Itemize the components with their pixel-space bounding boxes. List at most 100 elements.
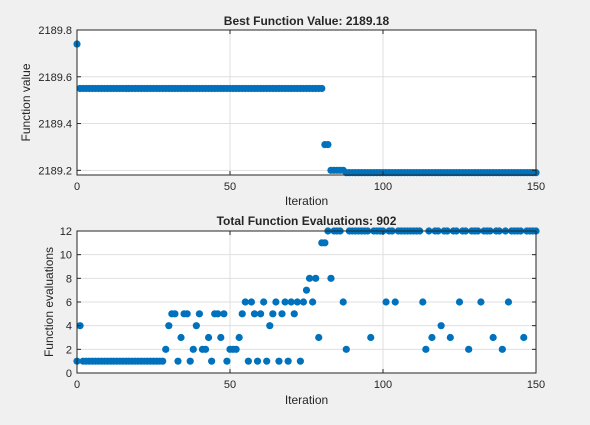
data-point bbox=[204, 333, 213, 342]
data-point bbox=[305, 274, 314, 282]
y-tick-label: 12 bbox=[60, 226, 72, 238]
data-point bbox=[419, 298, 427, 306]
data-point bbox=[446, 333, 454, 342]
x-tick-label: 150 bbox=[527, 379, 545, 391]
data-point bbox=[465, 345, 473, 353]
data-point bbox=[281, 298, 289, 306]
data-point bbox=[324, 140, 332, 149]
data-point bbox=[250, 310, 259, 318]
data-point bbox=[293, 298, 301, 306]
x-tick-label: 0 bbox=[74, 181, 80, 193]
y-tick-label: 6 bbox=[66, 297, 72, 309]
data-point bbox=[201, 345, 210, 353]
data-point bbox=[162, 345, 170, 353]
data-point bbox=[315, 333, 323, 342]
data-point bbox=[318, 84, 326, 93]
x-tick-label: 100 bbox=[374, 181, 392, 193]
data-point bbox=[520, 333, 528, 342]
axes-total-function-evaluations: 0 50 100 150 0 2 4 6 8 10 12 Total Function Evalua… bbox=[42, 214, 545, 407]
data-point bbox=[321, 239, 329, 247]
data-point bbox=[192, 322, 200, 330]
data-point bbox=[489, 333, 497, 342]
data-point bbox=[284, 357, 292, 365]
data-point bbox=[278, 310, 286, 318]
y-tick-label: 2189.8 bbox=[38, 25, 72, 37]
x-tick-label: 100 bbox=[374, 379, 392, 391]
data-point bbox=[312, 274, 320, 282]
y-axis-label: Function value bbox=[19, 63, 33, 141]
data-point bbox=[186, 357, 194, 365]
data-point bbox=[177, 333, 185, 342]
data-point bbox=[257, 310, 265, 318]
x-tick-label: 150 bbox=[527, 181, 545, 193]
data-point bbox=[214, 310, 222, 318]
data-point bbox=[244, 357, 252, 365]
data-point bbox=[275, 357, 283, 365]
axes-background bbox=[77, 30, 536, 175]
data-point bbox=[195, 310, 203, 318]
data-point bbox=[232, 345, 240, 353]
data-point bbox=[247, 298, 256, 306]
data-point bbox=[382, 298, 390, 306]
data-point bbox=[253, 357, 262, 365]
data-point bbox=[422, 345, 430, 353]
data-point bbox=[339, 298, 347, 306]
data-point bbox=[266, 322, 274, 330]
data-point bbox=[367, 333, 375, 342]
data-point bbox=[391, 298, 399, 306]
chart-title: Best Function Value: 2189.18 bbox=[224, 14, 390, 28]
data-point bbox=[269, 310, 277, 318]
data-point bbox=[477, 298, 485, 306]
y-tick-label: 4 bbox=[66, 321, 72, 333]
data-point bbox=[272, 298, 280, 306]
data-point bbox=[189, 345, 197, 353]
y-tick-label: 2 bbox=[66, 344, 72, 356]
data-point bbox=[241, 298, 249, 306]
data-point bbox=[327, 274, 335, 282]
data-point bbox=[342, 345, 350, 353]
axes-best-function-value: 0 50 100 150 2189.2 2189.4 2189.6 2189.8 Best F… bbox=[19, 14, 545, 208]
data-point bbox=[299, 298, 308, 306]
data-point bbox=[455, 298, 464, 306]
axes-frame: 0 50 100 150 2189.2 2189.4 2189.6 2189.8 bbox=[38, 25, 545, 193]
chart-title: Total Function Evaluations: 902 bbox=[217, 214, 397, 228]
data-point bbox=[287, 298, 295, 306]
data-point bbox=[171, 310, 179, 318]
data-point bbox=[235, 333, 243, 342]
data-point bbox=[296, 357, 304, 365]
y-tick-label: 2189.2 bbox=[38, 165, 72, 177]
axes-box bbox=[76, 29, 537, 176]
markers bbox=[73, 40, 540, 177]
data-point bbox=[437, 322, 445, 330]
data-point bbox=[504, 298, 513, 306]
data-point bbox=[183, 310, 191, 318]
y-tick-label: 10 bbox=[60, 250, 72, 262]
x-tick-label: 0 bbox=[74, 379, 80, 391]
x-tick-label: 50 bbox=[224, 181, 236, 193]
y-tick-label: 2189.6 bbox=[38, 72, 72, 84]
y-tick-label: 2189.4 bbox=[38, 119, 72, 131]
data-point bbox=[217, 333, 225, 342]
y-tick-label: 8 bbox=[66, 273, 72, 285]
data-point bbox=[302, 286, 311, 294]
data-point bbox=[208, 357, 216, 365]
data-point bbox=[498, 345, 506, 353]
data-point bbox=[428, 333, 436, 342]
x-axis-label: Iteration bbox=[285, 194, 328, 208]
axes-frame: 0 50 100 150 0 2 4 6 8 10 12 bbox=[60, 226, 545, 391]
x-tick-label: 50 bbox=[224, 379, 236, 391]
data-point bbox=[223, 357, 231, 365]
data-point bbox=[290, 310, 298, 318]
data-point bbox=[159, 357, 167, 365]
x-axis-label: Iteration bbox=[285, 393, 328, 407]
grid-lines bbox=[76, 29, 537, 175]
data-point bbox=[260, 298, 268, 306]
data-point bbox=[238, 310, 246, 318]
data-point bbox=[220, 310, 228, 318]
y-tick-label: 0 bbox=[66, 368, 72, 380]
data-point bbox=[165, 322, 173, 330]
data-point bbox=[309, 298, 317, 306]
data-point bbox=[263, 357, 271, 365]
